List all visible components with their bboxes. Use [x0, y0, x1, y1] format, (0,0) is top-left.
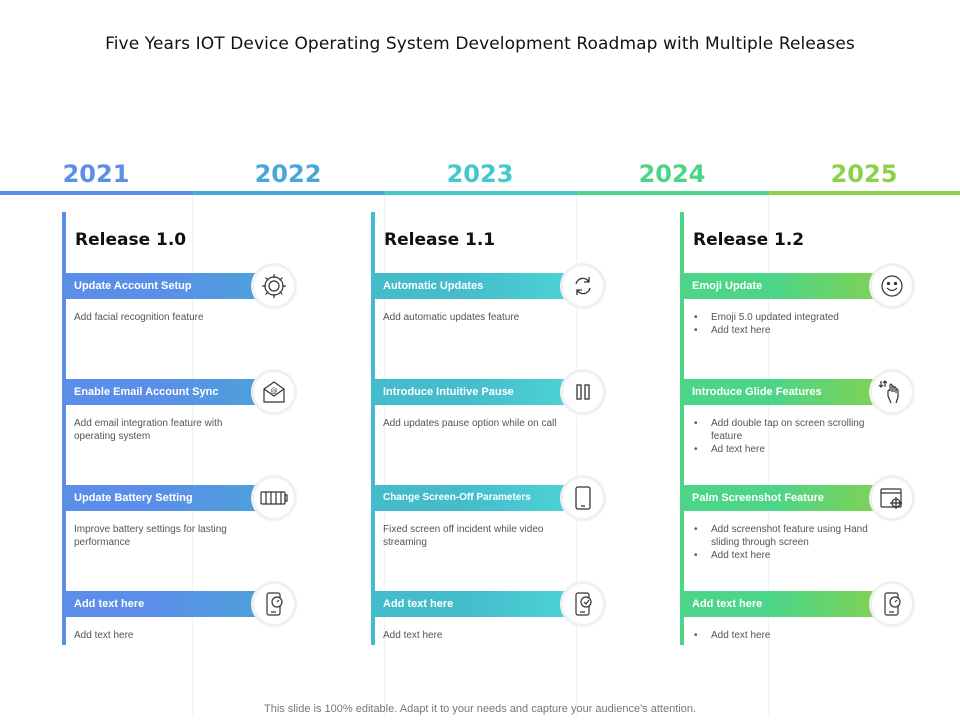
- feature-band: Change Screen-Off Parameters: [375, 485, 595, 511]
- year-2025: 2025: [830, 160, 898, 188]
- year-2021: 2021: [62, 160, 130, 188]
- release-1-2-title: Release 1.2: [693, 230, 805, 250]
- release-1-0-title: Release 1.0: [75, 230, 187, 250]
- screenshot-icon: [872, 478, 912, 518]
- refresh-icon: [563, 266, 603, 306]
- pause-icon: [563, 372, 603, 412]
- feature-band: Introduce Glide Features: [684, 379, 904, 405]
- feature-band: Add text here: [684, 591, 904, 617]
- timeline-segment-2025: [768, 191, 960, 195]
- column-guide: [576, 195, 577, 715]
- feature-description: Add automatic updates feature: [383, 312, 520, 323]
- feature-band: Add text here: [66, 591, 286, 617]
- smiley-icon: [872, 266, 912, 306]
- timeline-segment-2024: [576, 191, 768, 195]
- feature-band: Update Account Setup: [66, 273, 286, 299]
- phone-speed-icon: [872, 584, 912, 624]
- feature-band: Update Battery Setting: [66, 485, 286, 511]
- feature-bullets: Add screenshot feature using Hand slidin…: [692, 523, 882, 562]
- email-icon: @: [254, 372, 294, 412]
- feature-description: Add facial recognition feature: [74, 312, 204, 323]
- gear-icon: [254, 266, 294, 306]
- release-1-1-bar: [371, 212, 375, 645]
- tablet-icon: [563, 478, 603, 518]
- column-guide: [384, 195, 385, 715]
- feature-band: Automatic Updates: [375, 273, 595, 299]
- release-1-0-bar: [62, 212, 66, 645]
- year-2024: 2024: [638, 160, 706, 188]
- feature-description: Add updates pause option while on call: [383, 418, 557, 429]
- feature-band: Emoji Update: [684, 273, 904, 299]
- year-2023: 2023: [446, 160, 514, 188]
- footer-note: This slide is 100% editable. Adapt it to…: [264, 703, 696, 715]
- bullet-item: Add text here: [692, 549, 882, 562]
- svg-text:@: @: [271, 387, 278, 395]
- feature-band: Palm Screenshot Feature: [684, 485, 904, 511]
- timeline-segment-2023: [384, 191, 576, 195]
- feature-band: Enable Email Account Sync: [66, 379, 286, 405]
- feature-description: Fixed screen off incident while video st…: [383, 524, 544, 548]
- timeline-segment-2021: [0, 191, 192, 195]
- slide-title: Five Years IOT Device Operating System D…: [105, 34, 855, 54]
- release-1-2-bar: [680, 212, 684, 645]
- year-2022: 2022: [254, 160, 322, 188]
- bullet-item: Emoji 5.0 updated integrated: [692, 311, 882, 324]
- bullet-item: Add screenshot feature using Hand slidin…: [692, 523, 882, 549]
- column-guide: [192, 195, 193, 715]
- timeline-segment-2022: [192, 191, 384, 195]
- feature-bullets: Add double tap on screen scrolling featu…: [692, 417, 882, 456]
- swipe-hand-icon: [872, 372, 912, 412]
- feature-bullets: Add text here: [692, 629, 882, 642]
- bullet-item: Add text here: [692, 629, 882, 642]
- bullet-item: Add text here: [692, 324, 882, 337]
- bullet-item: Ad text here: [692, 443, 882, 456]
- feature-description: Add email integration feature with opera…: [74, 418, 223, 442]
- feature-description: Add text here: [383, 630, 443, 641]
- battery-icon: [254, 478, 294, 518]
- phone-check-icon: [563, 584, 603, 624]
- feature-description: Add text here: [74, 630, 134, 641]
- feature-band: Introduce Intuitive Pause: [375, 379, 595, 405]
- bullet-item: Add double tap on screen scrolling featu…: [692, 417, 882, 443]
- phone-speed-icon: [254, 584, 294, 624]
- feature-description: Improve battery settings for lasting per…: [74, 524, 227, 548]
- release-1-1-title: Release 1.1: [384, 230, 496, 250]
- feature-band: Add text here: [375, 591, 595, 617]
- feature-bullets: Emoji 5.0 updated integrated Add text he…: [692, 311, 882, 337]
